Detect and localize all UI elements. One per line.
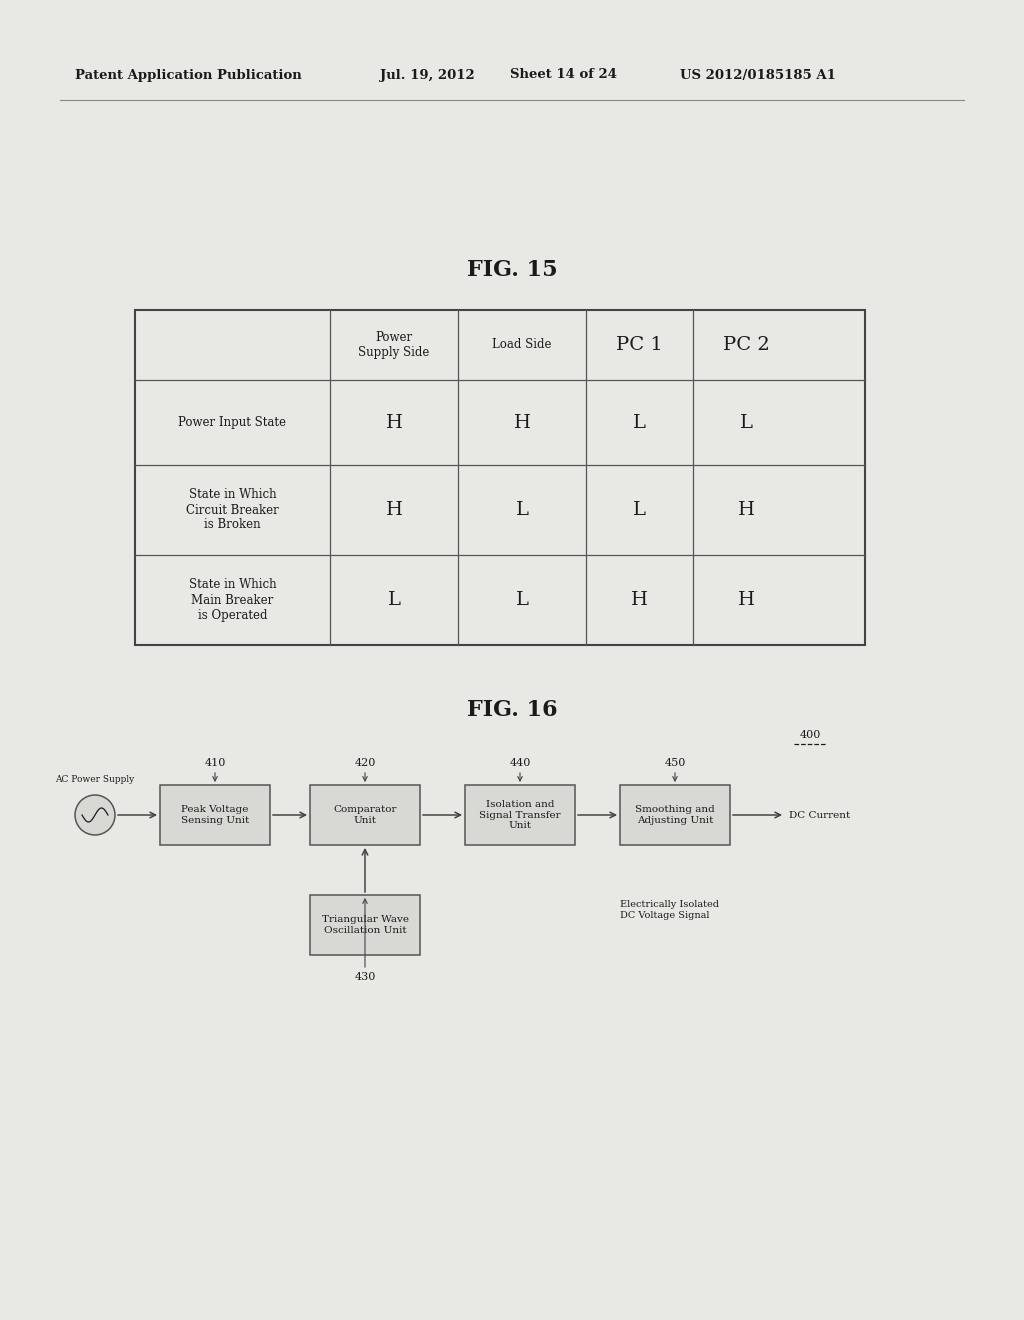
Text: 420: 420: [354, 758, 376, 768]
Bar: [620, 785, 730, 845]
Text: H: H: [385, 502, 402, 519]
Text: DC Current: DC Current: [790, 810, 850, 820]
Text: 440: 440: [509, 758, 530, 768]
Text: Isolation and
Signal Transfer
Unit: Isolation and Signal Transfer Unit: [479, 800, 561, 830]
Text: FIG. 16: FIG. 16: [467, 700, 557, 721]
Text: 400: 400: [800, 730, 820, 741]
Text: L: L: [515, 591, 528, 609]
Text: Load Side: Load Side: [493, 338, 552, 351]
Text: Peak Voltage
Sensing Unit: Peak Voltage Sensing Unit: [181, 805, 249, 825]
Text: Triangular Wave
Oscillation Unit: Triangular Wave Oscillation Unit: [322, 915, 409, 935]
Text: Electrically Isolated
DC Voltage Signal: Electrically Isolated DC Voltage Signal: [620, 900, 719, 920]
Text: Patent Application Publication: Patent Application Publication: [75, 69, 302, 82]
Text: Sheet 14 of 24: Sheet 14 of 24: [510, 69, 617, 82]
Text: US 2012/0185185 A1: US 2012/0185185 A1: [680, 69, 836, 82]
Text: PC 2: PC 2: [723, 337, 770, 354]
Bar: [310, 895, 420, 954]
Text: AC Power Supply: AC Power Supply: [55, 776, 134, 784]
Text: State in Which
Main Breaker
is Operated: State in Which Main Breaker is Operated: [188, 578, 276, 622]
Text: Jul. 19, 2012: Jul. 19, 2012: [380, 69, 475, 82]
Text: H: H: [513, 413, 530, 432]
Text: 410: 410: [205, 758, 225, 768]
Bar: [465, 785, 575, 845]
Text: H: H: [738, 591, 755, 609]
Circle shape: [75, 795, 115, 836]
Text: H: H: [385, 413, 402, 432]
Text: H: H: [631, 591, 648, 609]
Text: State in Which
Circuit Breaker
is Broken: State in Which Circuit Breaker is Broken: [186, 488, 279, 532]
Bar: [160, 785, 270, 845]
Bar: [135, 310, 865, 645]
Text: PC 1: PC 1: [616, 337, 663, 354]
Text: Power
Supply Side: Power Supply Side: [358, 331, 430, 359]
Text: Smoothing and
Adjusting Unit: Smoothing and Adjusting Unit: [635, 805, 715, 825]
Text: L: L: [387, 591, 400, 609]
Text: L: L: [633, 502, 646, 519]
Text: L: L: [740, 413, 753, 432]
Text: FIG. 15: FIG. 15: [467, 259, 557, 281]
Text: L: L: [633, 413, 646, 432]
Text: 430: 430: [354, 972, 376, 982]
Text: 450: 450: [665, 758, 686, 768]
Text: L: L: [515, 502, 528, 519]
Text: Comparator
Unit: Comparator Unit: [333, 805, 396, 825]
Text: H: H: [738, 502, 755, 519]
Bar: [310, 785, 420, 845]
Text: Power Input State: Power Input State: [178, 416, 287, 429]
